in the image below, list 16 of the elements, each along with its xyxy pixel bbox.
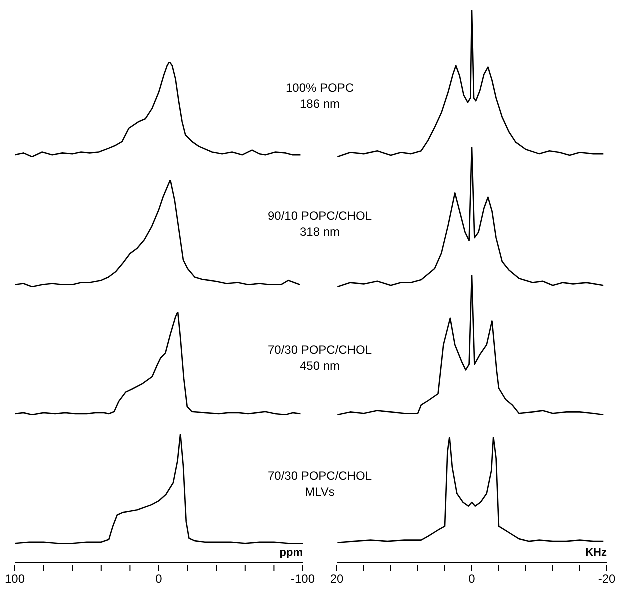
x-axis-title: ppm [278, 547, 303, 559]
annotation: 450 nm [298, 358, 342, 374]
annotation: 100% POPC [284, 80, 356, 96]
x-tick-label: 100 [4, 572, 26, 586]
annotation: 70/30 POPC/CHOL [266, 468, 374, 484]
x-tick-label: 0 [156, 572, 163, 586]
annotation: 90/10 POPC/CHOL [266, 208, 374, 224]
x-tick-label: -100 [290, 572, 316, 586]
text: MLVs [304, 484, 336, 500]
x-tick-label: 0 [468, 572, 476, 586]
annotation: 186 nm [298, 96, 342, 112]
x-axis-title: KHz [584, 547, 607, 559]
annotation: 318 nm [298, 224, 342, 240]
x-tick-label: 20 [330, 572, 344, 586]
x-tick-label: -20 [598, 572, 616, 586]
annotation: 70/30 POPC/CHOL [266, 342, 374, 358]
